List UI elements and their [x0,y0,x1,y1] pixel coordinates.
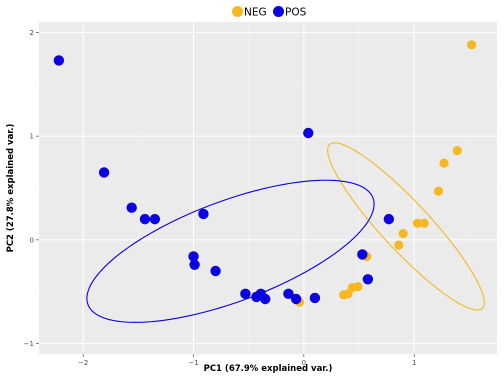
point-neg [433,186,444,196]
point-pos [260,293,271,305]
y-tick-label: 1 [30,133,34,141]
grid-lines [39,22,497,354]
point-neg [394,240,404,250]
x-axis-ticks: −2 −1 0 1 [78,354,416,367]
point-neg [467,40,477,50]
legend-swatch-neg [232,6,243,17]
point-pos [290,293,302,305]
legend-swatch-pos [273,6,284,17]
point-pos [189,259,200,270]
point-pos [357,249,368,260]
point-pos [251,291,262,303]
y-tick-label: −1 [24,340,34,348]
data-points [53,40,477,307]
point-pos [188,251,199,262]
point-pos [98,167,110,178]
point-neg [412,218,423,228]
point-pos [362,274,374,285]
point-neg [439,158,449,168]
point-neg [419,218,429,228]
point-pos [139,213,151,225]
y-axis-title: PC2 (27.8% explained var.) [6,123,16,252]
x-tick-label: 1 [412,359,416,367]
confidence-ellipses [86,142,485,323]
y-tick-label: 2 [30,29,34,37]
point-pos [53,55,65,66]
legend-label-pos: POS [285,7,307,19]
point-pos [383,213,395,225]
point-neg [452,146,462,156]
legend-label-neg: NEG [244,7,267,19]
ellipse-neg [327,142,485,311]
point-pos [126,202,137,213]
x-tick-label: 0 [302,359,306,367]
legend: NEG POS [232,6,307,19]
point-pos [303,127,314,139]
x-axis-title: PC1 (67.9% explained var.) [204,364,333,374]
point-pos [198,208,209,220]
point-neg [398,229,408,239]
x-tick-label: −2 [78,359,88,367]
point-pos [210,265,221,277]
ellipse-pos [86,179,375,323]
y-axis-ticks: −1 0 1 2 [24,29,39,348]
x-tick-label: −1 [188,359,198,367]
point-neg [339,290,349,300]
point-pos [149,213,161,225]
point-pos [309,292,321,304]
point-pos [240,288,251,300]
y-tick-label: 0 [30,236,34,244]
point-pos [283,288,294,300]
